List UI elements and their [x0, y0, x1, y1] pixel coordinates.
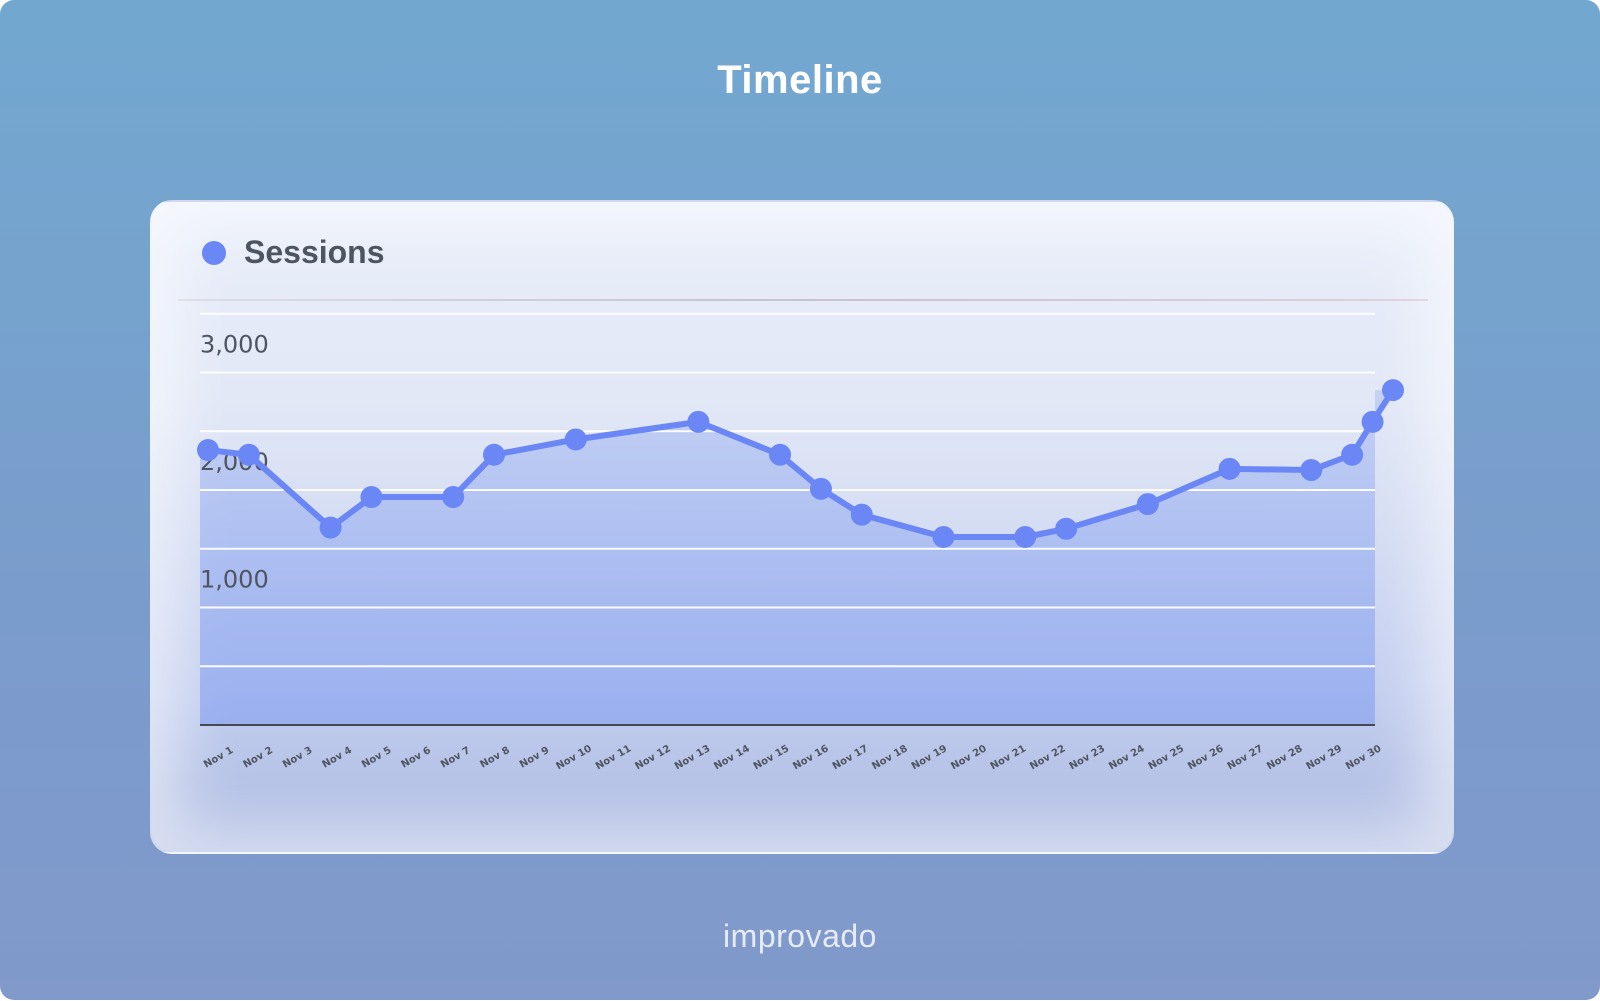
- data-point: [1341, 443, 1364, 466]
- x-tick-label: Nov 7: [439, 745, 472, 771]
- data-point: [197, 439, 219, 462]
- x-tick-label: Nov 9: [518, 745, 551, 771]
- data-point: [1136, 493, 1159, 516]
- x-tick-label: Nov 17: [831, 743, 870, 772]
- x-tick-label: Nov 30: [1344, 743, 1383, 772]
- x-tick-label: Nov 25: [1147, 743, 1186, 772]
- data-point: [1014, 526, 1037, 548]
- legend: Sessions: [202, 234, 385, 271]
- series-area-fill: [200, 390, 1393, 725]
- x-tick-label: Nov 12: [633, 743, 672, 772]
- x-tick-label: Nov 13: [673, 743, 712, 772]
- x-tick-label: Nov 8: [478, 745, 511, 771]
- legend-dot-icon: [202, 240, 226, 265]
- x-tick-label: Nov 15: [752, 743, 791, 772]
- x-tick-label: Nov 2: [242, 745, 275, 771]
- x-tick-label: Nov 10: [554, 743, 593, 772]
- data-point: [1361, 410, 1384, 433]
- brand-logo: improvado: [723, 918, 877, 954]
- x-tick-label: Nov 21: [989, 743, 1028, 772]
- data-point: [360, 486, 383, 509]
- legend-label-sessions: Sessions: [244, 234, 385, 270]
- x-tick-label: Nov 11: [594, 743, 633, 772]
- x-tick-label: Nov 19: [910, 743, 949, 772]
- x-tick-label: Nov 5: [360, 745, 393, 771]
- x-tick-label: Nov 27: [1226, 743, 1265, 772]
- data-point: [850, 503, 873, 526]
- x-tick-label: Nov 22: [1028, 743, 1067, 772]
- x-tick-label: Nov 26: [1186, 743, 1225, 772]
- series-line-sessions: [205, 387, 1396, 540]
- data-point: [1382, 379, 1404, 402]
- data-point: [1218, 457, 1241, 480]
- data-point: [483, 443, 506, 466]
- x-tick-label: Nov 29: [1305, 743, 1344, 772]
- x-tick-label: Nov 16: [791, 743, 830, 772]
- x-tick-label: Nov 23: [1068, 743, 1107, 772]
- data-point: [687, 410, 710, 433]
- data-point: [809, 477, 832, 500]
- y-tick-label: 1,000: [200, 566, 269, 594]
- x-tick-label: Nov 18: [870, 743, 909, 772]
- x-tick-label: Nov 28: [1265, 743, 1304, 772]
- data-point: [769, 443, 792, 466]
- x-tick-label: Nov 1: [202, 745, 235, 771]
- data-point: [1300, 459, 1323, 482]
- x-tick-label: Nov 3: [281, 745, 314, 771]
- data-point: [319, 516, 342, 539]
- x-tick-label: Nov 14: [712, 743, 751, 772]
- x-tick-label: Nov 6: [399, 745, 432, 771]
- data-point: [237, 443, 260, 466]
- data-point: [564, 428, 587, 451]
- data-point: [442, 486, 465, 509]
- legend-divider: [178, 299, 1428, 301]
- data-point: [932, 526, 955, 548]
- y-tick-label: 3,000: [200, 331, 269, 359]
- x-tick-label: Nov 24: [1107, 743, 1146, 772]
- x-tick-label: Nov 20: [949, 743, 988, 772]
- data-point: [1055, 517, 1078, 540]
- page-title: Timeline: [717, 58, 883, 102]
- x-tick-label: Nov 4: [321, 745, 354, 771]
